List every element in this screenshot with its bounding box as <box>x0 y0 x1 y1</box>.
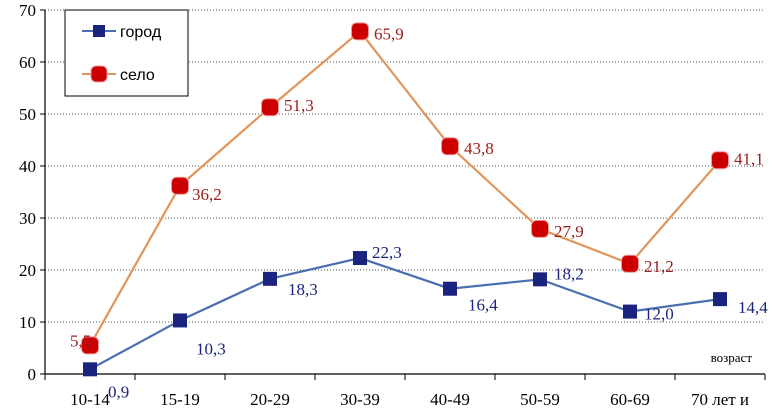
y-tick-labels: 0 10 20 30 40 50 60 70 <box>19 1 36 384</box>
data-label: 10,3 <box>196 339 226 358</box>
x-tick-label: 10-14 <box>70 390 110 409</box>
point-marker <box>171 176 189 195</box>
x-tick-label: 60-69 <box>610 390 650 409</box>
x-tick-label: 70 лет и <box>691 390 749 409</box>
legend-marker-selo <box>90 65 108 83</box>
axes <box>40 9 766 380</box>
legend-marker-gorod <box>93 25 105 37</box>
point-marker <box>621 254 639 273</box>
point-marker <box>261 98 279 117</box>
point-marker <box>443 281 457 296</box>
data-label: 51,3 <box>284 96 314 115</box>
legend: город село <box>64 9 189 97</box>
point-marker <box>441 137 459 156</box>
point-marker <box>173 313 187 328</box>
point-marker <box>83 362 97 377</box>
x-tick-label: 15-19 <box>160 390 200 409</box>
y-tick-label: 10 <box>19 313 36 332</box>
x-axis-label: возраст <box>711 350 753 365</box>
legend-label-selo: село <box>120 67 155 84</box>
x-tick-labels: 10-14 15-19 20-29 30-39 40-49 50-59 60-69 70 ле… <box>70 390 749 409</box>
data-label: 5,5 <box>70 331 91 350</box>
y-tick-label: 30 <box>19 209 36 228</box>
legend-box <box>64 9 189 97</box>
point-marker <box>623 304 637 319</box>
point-marker <box>351 22 369 41</box>
data-label: 43,8 <box>464 139 494 158</box>
point-marker <box>353 251 367 266</box>
data-label: 0,9 <box>108 382 129 401</box>
y-tick-label: 70 <box>19 1 36 20</box>
data-label: 36,2 <box>192 185 222 204</box>
x-tick-label: 30-39 <box>340 390 380 409</box>
point-marker <box>533 272 547 287</box>
data-label: 18,3 <box>288 280 318 299</box>
series-markers <box>81 22 729 377</box>
y-tick-label: 20 <box>19 261 36 280</box>
data-label: 21,2 <box>644 257 674 276</box>
data-label: 22,3 <box>372 243 402 262</box>
point-marker <box>81 336 99 355</box>
point-marker <box>713 292 727 307</box>
data-labels: 0,9 10,3 18,3 22,3 16,4 18,2 12,0 14,4 5,5 36,2 51… <box>70 24 768 401</box>
data-label: 18,2 <box>554 264 584 283</box>
x-tick-label: 20-29 <box>250 390 290 409</box>
x-tick-label: 40-49 <box>430 390 470 409</box>
y-tick-label: 40 <box>19 157 36 176</box>
y-tick-label: 0 <box>28 365 37 384</box>
y-tick-label: 50 <box>19 105 36 124</box>
data-label: 14,4 <box>738 298 768 317</box>
point-marker <box>263 271 277 286</box>
point-marker <box>711 151 729 170</box>
series-line-1 <box>89 29 721 346</box>
data-label: 65,9 <box>374 24 404 43</box>
data-label: 41,1 <box>734 149 764 168</box>
series-lines <box>89 29 721 371</box>
y-tick-label: 60 <box>19 53 36 72</box>
data-label: 27,9 <box>554 222 584 241</box>
data-label: 12,0 <box>644 305 674 324</box>
data-label: 16,4 <box>468 296 498 315</box>
legend-label-gorod: город <box>120 24 162 41</box>
x-tick-label: 50-59 <box>520 390 560 409</box>
series-line-0 <box>89 256 721 371</box>
point-marker <box>531 219 549 238</box>
